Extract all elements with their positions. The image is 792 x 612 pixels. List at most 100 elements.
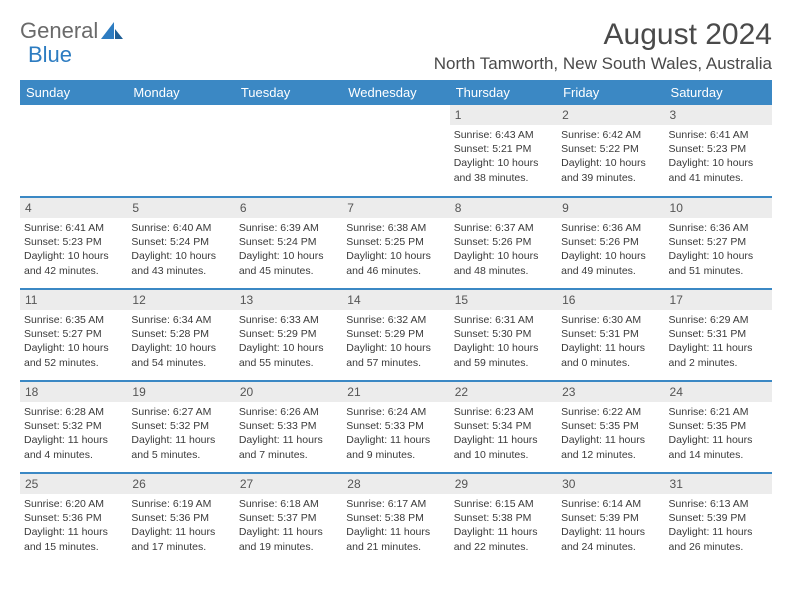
day-details: Sunrise: 6:41 AMSunset: 5:23 PMDaylight:…: [24, 221, 123, 278]
day-number: 2: [557, 105, 664, 125]
calendar-day-cell: .: [20, 105, 127, 197]
day-details: Sunrise: 6:40 AMSunset: 5:24 PMDaylight:…: [131, 221, 230, 278]
day-details: Sunrise: 6:23 AMSunset: 5:34 PMDaylight:…: [454, 405, 553, 462]
day-number: 7: [342, 198, 449, 218]
calendar-day-cell: 5 Sunrise: 6:40 AMSunset: 5:24 PMDaylight…: [127, 197, 234, 289]
day-number: 23: [557, 382, 664, 402]
day-header: Sunday: [20, 80, 127, 105]
calendar-day-cell: .: [127, 105, 234, 197]
calendar-day-cell: 11 Sunrise: 6:35 AMSunset: 5:27 PMDayligh…: [20, 289, 127, 381]
day-header: Friday: [557, 80, 664, 105]
day-number: 3: [665, 105, 772, 125]
calendar-day-cell: 29Sunrise: 6:15 AMSunset: 5:38 PMDayligh…: [450, 473, 557, 565]
day-details: Sunrise: 6:37 AMSunset: 5:26 PMDaylight:…: [454, 221, 553, 278]
calendar-day-cell: 1Sunrise: 6:43 AMSunset: 5:21 PMDaylight…: [450, 105, 557, 197]
day-details: Sunrise: 6:19 AMSunset: 5:36 PMDaylight:…: [131, 497, 230, 554]
calendar-day-cell: 3 Sunrise: 6:41 AMSunset: 5:23 PMDaylight…: [665, 105, 772, 197]
day-number: 25: [20, 474, 127, 494]
day-number: 28: [342, 474, 449, 494]
day-details: Sunrise: 6:26 AMSunset: 5:33 PMDaylight:…: [239, 405, 338, 462]
day-number: 10: [665, 198, 772, 218]
day-details: Sunrise: 6:33 AMSunset: 5:29 PMDaylight:…: [239, 313, 338, 370]
calendar-day-cell: 19 Sunrise: 6:27 AMSunset: 5:32 PMDayligh…: [127, 381, 234, 473]
calendar-day-cell: .: [342, 105, 449, 197]
calendar-day-cell: 14 Sunrise: 6:32 AMSunset: 5:29 PMDayligh…: [342, 289, 449, 381]
calendar-week: 18 Sunrise: 6:28 AMSunset: 5:32 PMDayligh…: [20, 381, 772, 473]
day-number: 27: [235, 474, 342, 494]
day-details: Sunrise: 6:38 AMSunset: 5:25 PMDaylight:…: [346, 221, 445, 278]
day-number: 18: [20, 382, 127, 402]
calendar-day-cell: 17Sunrise: 6:29 AMSunset: 5:31 PMDayligh…: [665, 289, 772, 381]
day-number: 20: [235, 382, 342, 402]
day-details: Sunrise: 6:28 AMSunset: 5:32 PMDaylight:…: [24, 405, 123, 462]
day-number: 26: [127, 474, 234, 494]
calendar-day-cell: .: [235, 105, 342, 197]
calendar-day-cell: 10Sunrise: 6:36 AMSunset: 5:27 PMDayligh…: [665, 197, 772, 289]
brand-logo: General: [20, 18, 123, 44]
calendar-week: ....1Sunrise: 6:43 AMSunset: 5:21 PMDayl…: [20, 105, 772, 197]
day-number: 16: [557, 290, 664, 310]
day-header: Wednesday: [342, 80, 449, 105]
calendar-head: SundayMondayTuesdayWednesdayThursdayFrid…: [20, 80, 772, 105]
calendar-week: 4 Sunrise: 6:41 AMSunset: 5:23 PMDaylight…: [20, 197, 772, 289]
calendar-day-cell: 15Sunrise: 6:31 AMSunset: 5:30 PMDayligh…: [450, 289, 557, 381]
day-number: 31: [665, 474, 772, 494]
calendar-day-cell: 4 Sunrise: 6:41 AMSunset: 5:23 PMDaylight…: [20, 197, 127, 289]
day-header: Thursday: [450, 80, 557, 105]
day-number: 22: [450, 382, 557, 402]
calendar-table: SundayMondayTuesdayWednesdayThursdayFrid…: [20, 80, 772, 565]
day-number: 21: [342, 382, 449, 402]
day-number: 12: [127, 290, 234, 310]
day-details: Sunrise: 6:13 AMSunset: 5:39 PMDaylight:…: [669, 497, 768, 554]
calendar-day-cell: 20 Sunrise: 6:26 AMSunset: 5:33 PMDayligh…: [235, 381, 342, 473]
day-details: Sunrise: 6:36 AMSunset: 5:26 PMDaylight:…: [561, 221, 660, 278]
day-number: 9: [557, 198, 664, 218]
day-number: 15: [450, 290, 557, 310]
calendar-day-cell: 23 Sunrise: 6:22 AMSunset: 5:35 PMDayligh…: [557, 381, 664, 473]
calendar-day-cell: 7 Sunrise: 6:38 AMSunset: 5:25 PMDaylight…: [342, 197, 449, 289]
day-number: 8: [450, 198, 557, 218]
day-number: 4: [20, 198, 127, 218]
calendar-day-cell: 16 Sunrise: 6:30 AMSunset: 5:31 PMDayligh…: [557, 289, 664, 381]
month-title: August 2024: [434, 18, 772, 52]
day-details: Sunrise: 6:35 AMSunset: 5:27 PMDaylight:…: [24, 313, 123, 370]
calendar-day-cell: 31 Sunrise: 6:13 AMSunset: 5:39 PMDayligh…: [665, 473, 772, 565]
day-details: Sunrise: 6:20 AMSunset: 5:36 PMDaylight:…: [24, 497, 123, 554]
calendar-day-cell: 22 Sunrise: 6:23 AMSunset: 5:34 PMDayligh…: [450, 381, 557, 473]
day-details: Sunrise: 6:18 AMSunset: 5:37 PMDaylight:…: [239, 497, 338, 554]
calendar-day-cell: 12Sunrise: 6:34 AMSunset: 5:28 PMDayligh…: [127, 289, 234, 381]
calendar-day-cell: 24Sunrise: 6:21 AMSunset: 5:35 PMDayligh…: [665, 381, 772, 473]
calendar-day-cell: 18 Sunrise: 6:28 AMSunset: 5:32 PMDayligh…: [20, 381, 127, 473]
day-details: Sunrise: 6:41 AMSunset: 5:23 PMDaylight:…: [669, 128, 768, 185]
day-details: Sunrise: 6:21 AMSunset: 5:35 PMDaylight:…: [669, 405, 768, 462]
day-number: 14: [342, 290, 449, 310]
day-details: Sunrise: 6:32 AMSunset: 5:29 PMDaylight:…: [346, 313, 445, 370]
calendar-day-cell: 27 Sunrise: 6:18 AMSunset: 5:37 PMDayligh…: [235, 473, 342, 565]
day-number: 1: [450, 105, 557, 125]
day-number: 5: [127, 198, 234, 218]
calendar-day-cell: 30 Sunrise: 6:14 AMSunset: 5:39 PMDayligh…: [557, 473, 664, 565]
day-header-row: SundayMondayTuesdayWednesdayThursdayFrid…: [20, 80, 772, 105]
logo-sail-icon: [101, 22, 123, 40]
title-block: August 2024 North Tamworth, New South Wa…: [434, 18, 772, 74]
calendar-body: ....1Sunrise: 6:43 AMSunset: 5:21 PMDayl…: [20, 105, 772, 565]
day-header: Tuesday: [235, 80, 342, 105]
calendar-day-cell: 25 Sunrise: 6:20 AMSunset: 5:36 PMDayligh…: [20, 473, 127, 565]
day-number: 13: [235, 290, 342, 310]
day-header: Monday: [127, 80, 234, 105]
brand-part1: General: [20, 18, 98, 44]
day-details: Sunrise: 6:24 AMSunset: 5:33 PMDaylight:…: [346, 405, 445, 462]
day-details: Sunrise: 6:30 AMSunset: 5:31 PMDaylight:…: [561, 313, 660, 370]
brand-part2: Blue: [28, 42, 72, 68]
day-header: Saturday: [665, 80, 772, 105]
day-number: 19: [127, 382, 234, 402]
day-number: 11: [20, 290, 127, 310]
day-details: Sunrise: 6:14 AMSunset: 5:39 PMDaylight:…: [561, 497, 660, 554]
day-details: Sunrise: 6:22 AMSunset: 5:35 PMDaylight:…: [561, 405, 660, 462]
calendar-day-cell: 13 Sunrise: 6:33 AMSunset: 5:29 PMDayligh…: [235, 289, 342, 381]
day-details: Sunrise: 6:39 AMSunset: 5:24 PMDaylight:…: [239, 221, 338, 278]
location-text: North Tamworth, New South Wales, Austral…: [434, 54, 772, 74]
day-number: 30: [557, 474, 664, 494]
header: General August 2024 North Tamworth, New …: [20, 18, 772, 74]
day-details: Sunrise: 6:27 AMSunset: 5:32 PMDaylight:…: [131, 405, 230, 462]
